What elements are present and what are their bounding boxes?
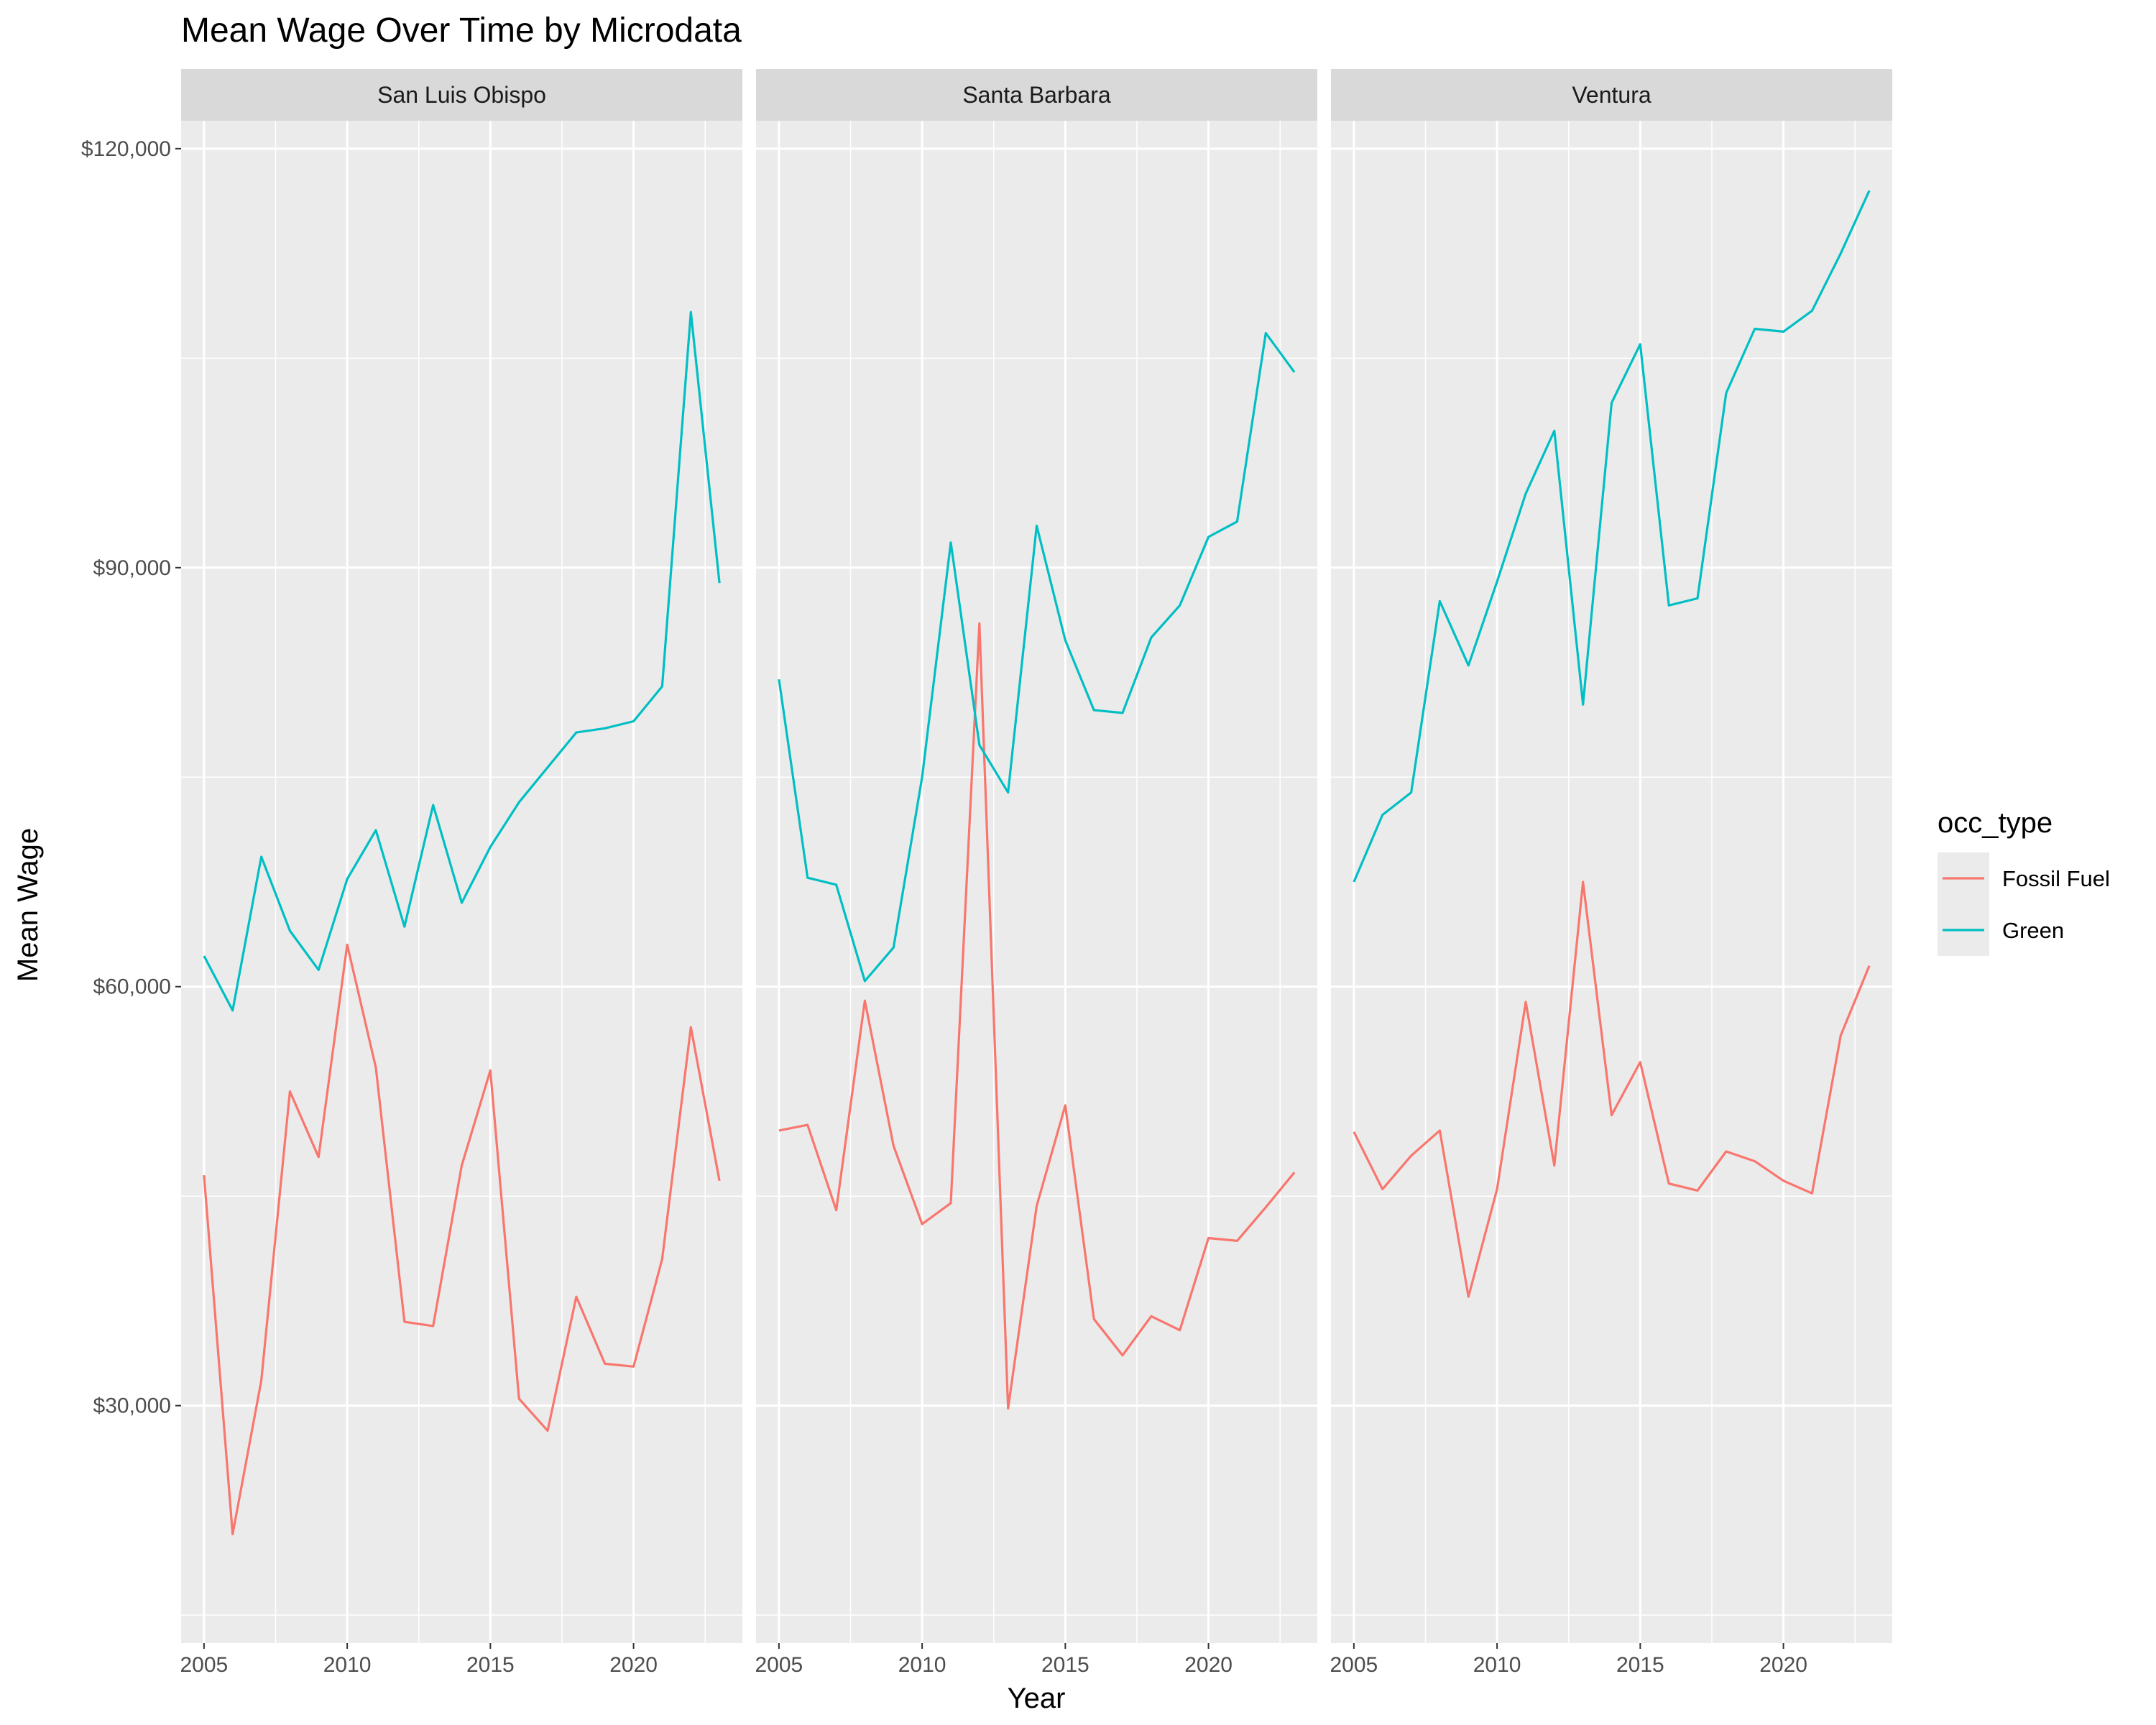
y-axis: $30,000 $60,000 $90,000 $120,000 xyxy=(81,137,181,1418)
chart-title: Mean Wage Over Time by Microdata xyxy=(181,12,742,50)
series-line-green-ventura xyxy=(1353,190,1871,883)
x-tick-label: 2005 xyxy=(1330,1653,1378,1677)
legend: occ_type Fossil Fuel Green xyxy=(1938,807,2110,956)
series-line-green-santa-barbara xyxy=(778,331,1296,983)
panel-background xyxy=(756,121,1317,1643)
legend-entry-label: Green xyxy=(2002,918,2064,943)
facet-strip xyxy=(181,69,742,121)
facet-panel-san-luis-obispo: San Luis Obispo xyxy=(181,69,742,1643)
y-tick-label: $90,000 xyxy=(93,556,171,580)
series-line-fossil-fuel-ventura xyxy=(1353,880,1871,1298)
facet-strip-label: Ventura xyxy=(1572,82,1651,108)
legend-entry-green: Green xyxy=(1938,904,2064,956)
series-line-fossil-fuel-santa-barbara xyxy=(778,622,1296,1410)
y-tick-label: $30,000 xyxy=(93,1394,171,1418)
series-line-fossil-fuel-san-luis-obispo xyxy=(203,943,721,1535)
x-tick-label: 2020 xyxy=(1184,1653,1233,1677)
facet-strip-label: San Luis Obispo xyxy=(377,82,546,108)
x-tick-label: 2015 xyxy=(1041,1653,1089,1677)
facet-panels: San Luis Obispo Santa Barbara Ventura xyxy=(181,69,1892,1643)
facet-panel-ventura: Ventura xyxy=(1331,69,1892,1643)
series-line-green-san-luis-obispo xyxy=(203,310,721,1012)
x-tick-label: 2010 xyxy=(1473,1653,1521,1677)
y-axis-title: Mean Wage xyxy=(12,828,44,982)
facet-strip xyxy=(756,69,1317,121)
x-axis: 2005 2010 2015 2020 2005 2010 2015 2020 2005 2010… xyxy=(180,1643,1807,1677)
x-tick-label: 2020 xyxy=(1759,1653,1807,1677)
x-tick-label: 2010 xyxy=(323,1653,372,1677)
x-tick-label: 2005 xyxy=(180,1653,229,1677)
x-tick-label: 2015 xyxy=(1616,1653,1664,1677)
panel-background xyxy=(181,121,742,1643)
x-axis-title: Year xyxy=(1008,1683,1066,1714)
y-tick-label: $120,000 xyxy=(81,137,171,161)
facet-strip xyxy=(1331,69,1892,121)
x-tick-label: 2020 xyxy=(609,1653,658,1677)
panel-background xyxy=(1331,121,1892,1643)
x-tick-label: 2015 xyxy=(466,1653,515,1677)
y-tick-label: $60,000 xyxy=(93,975,171,999)
facet-panel-santa-barbara: Santa Barbara xyxy=(756,69,1317,1643)
legend-entry-label: Fossil Fuel xyxy=(2002,866,2110,891)
x-tick-label: 2010 xyxy=(898,1653,946,1677)
legend-title: occ_type xyxy=(1938,807,2053,839)
legend-entry-fossil-fuel: Fossil Fuel xyxy=(1938,852,2110,904)
legend-keys: Fossil Fuel Green xyxy=(1938,852,2110,956)
x-tick-label: 2005 xyxy=(755,1653,803,1677)
facet-strip-label: Santa Barbara xyxy=(962,82,1111,108)
